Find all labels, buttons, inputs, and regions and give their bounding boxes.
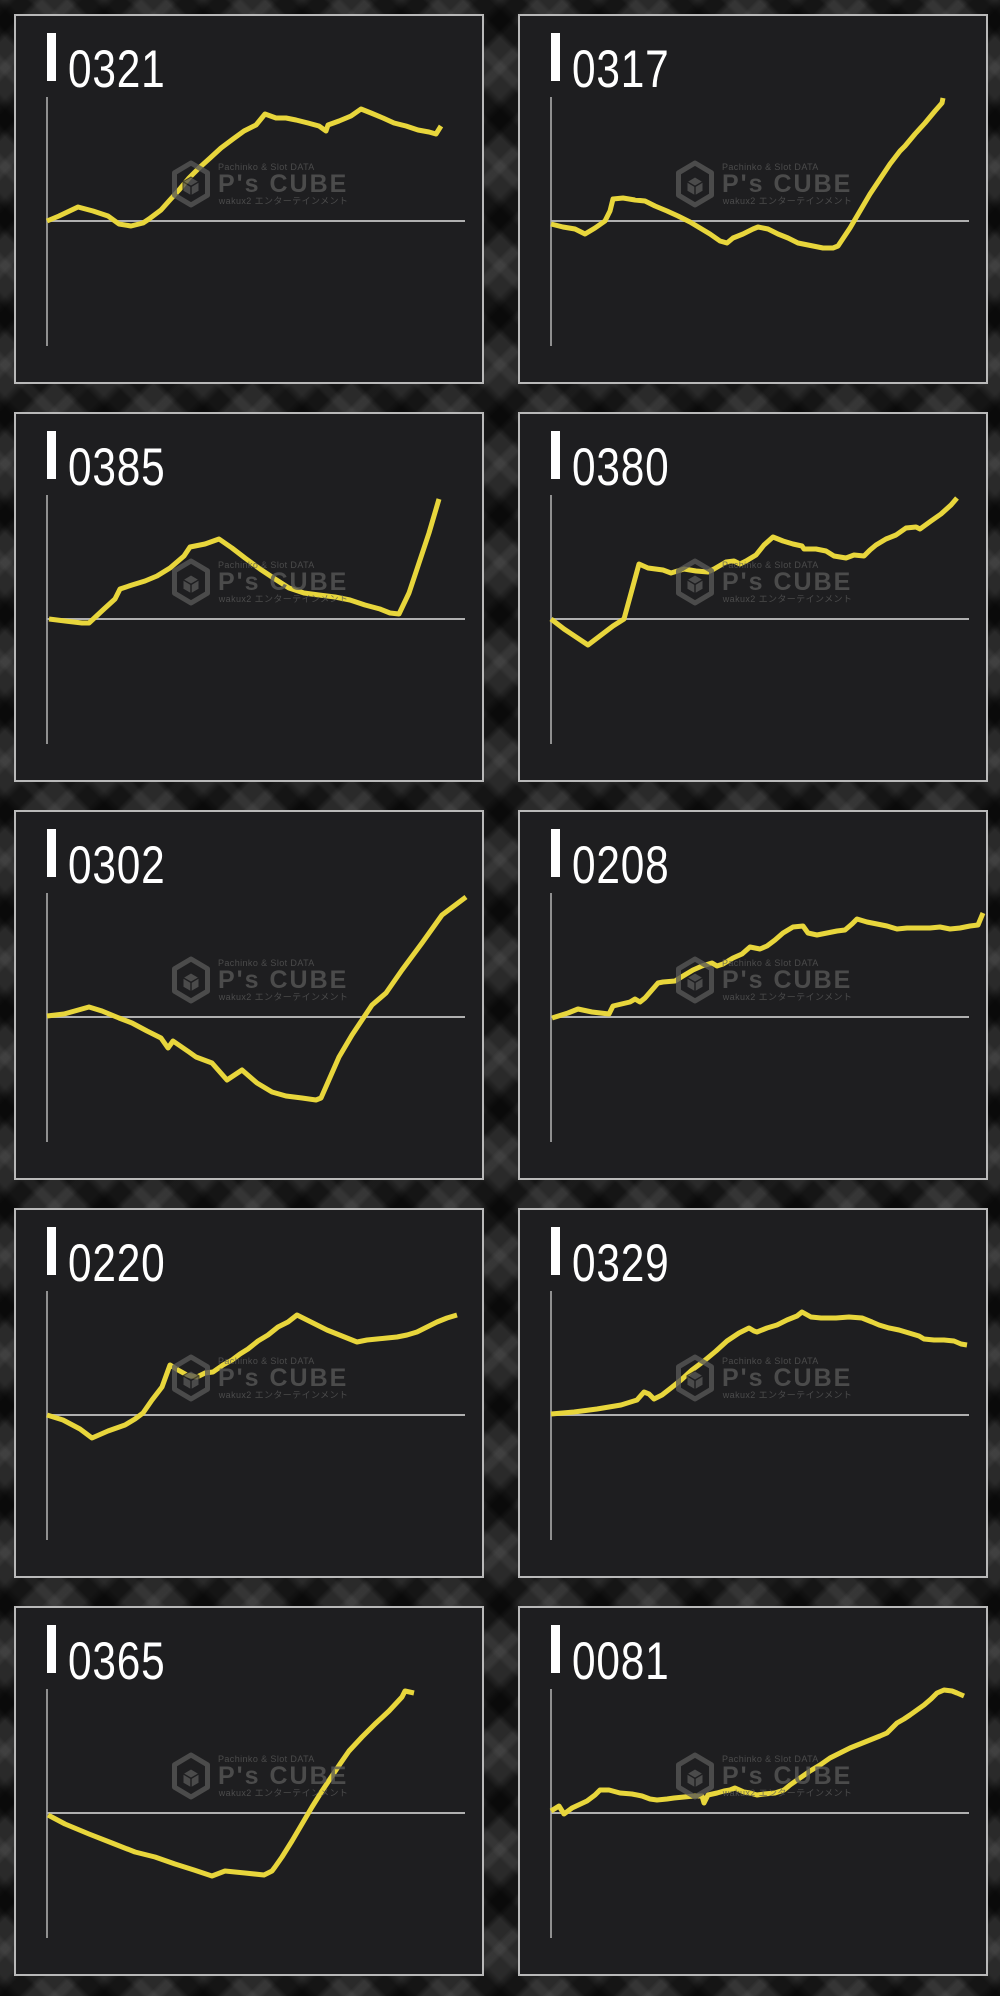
- machine-number: 0329: [572, 1234, 670, 1293]
- slump-line-chart: [549, 495, 969, 744]
- slump-line-chart: [46, 893, 468, 1142]
- slump-series-line: [549, 496, 959, 648]
- slump-series-line: [48, 498, 442, 626]
- machine-number: 0220: [68, 1234, 166, 1293]
- slump-series-line: [549, 1687, 965, 1817]
- machine-title: 0081: [551, 1625, 694, 1688]
- machine-chart-panel[interactable]: Pachinko & Slot DATA P's CUBE wakux2 エンタ…: [518, 810, 988, 1180]
- slump-line-chart: [46, 1291, 465, 1540]
- machine-number: 0385: [68, 438, 166, 497]
- machine-chart-panel[interactable]: Pachinko & Slot DATA P's CUBE wakux2 エンタ…: [14, 1606, 484, 1976]
- slump-line-chart: [550, 97, 969, 346]
- machine-title: 0208: [551, 829, 694, 892]
- machine-chart-panel[interactable]: Pachinko & Slot DATA P's CUBE wakux2 エンタ…: [14, 1208, 484, 1578]
- machine-chart-panel[interactable]: Pachinko & Slot DATA P's CUBE wakux2 エンタ…: [518, 1208, 988, 1578]
- title-bar-accent: [551, 33, 560, 81]
- machine-title: 0329: [551, 1227, 694, 1290]
- machine-number: 0081: [572, 1632, 670, 1691]
- machine-number: 0317: [572, 40, 670, 99]
- slump-line-chart: [549, 1687, 969, 1938]
- machine-title: 0380: [551, 431, 694, 494]
- title-bar-accent: [47, 1625, 56, 1673]
- slump-series-line: [551, 912, 986, 1021]
- machine-title: 0321: [47, 33, 190, 96]
- slump-line-chart: [550, 1291, 969, 1540]
- machine-number: 0208: [572, 836, 670, 895]
- slump-series-line: [550, 97, 946, 251]
- title-bar-accent: [47, 431, 56, 479]
- machine-chart-panel[interactable]: Pachinko & Slot DATA P's CUBE wakux2 エンタ…: [14, 412, 484, 782]
- slump-line-chart: [550, 893, 986, 1142]
- title-bar-accent: [47, 33, 56, 81]
- machine-title: 0317: [551, 33, 694, 96]
- slump-series-line: [550, 1309, 968, 1417]
- machine-number: 0380: [572, 438, 670, 497]
- slump-series-line: [46, 1688, 415, 1879]
- machine-title: 0385: [47, 431, 190, 494]
- machine-chart-panel[interactable]: Pachinko & Slot DATA P's CUBE wakux2 エンタ…: [518, 412, 988, 782]
- machine-chart-panel[interactable]: Pachinko & Slot DATA P's CUBE wakux2 エンタ…: [518, 1606, 988, 1976]
- title-bar-accent: [551, 1227, 560, 1275]
- machine-chart-panel[interactable]: Pachinko & Slot DATA P's CUBE wakux2 エンタ…: [14, 810, 484, 1180]
- machine-title: 0220: [47, 1227, 190, 1290]
- machine-number: 0365: [68, 1632, 166, 1691]
- machine-title: 0302: [47, 829, 190, 892]
- machine-number: 0302: [68, 836, 166, 895]
- machine-chart-panel[interactable]: Pachinko & Slot DATA P's CUBE wakux2 エンタ…: [518, 14, 988, 384]
- title-bar-accent: [551, 829, 560, 877]
- title-bar-accent: [47, 1227, 56, 1275]
- slump-line-chart: [46, 97, 465, 346]
- slump-series-line: [46, 895, 468, 1103]
- slump-series-line: [46, 1312, 458, 1441]
- title-bar-accent: [47, 829, 56, 877]
- slump-line-chart: [46, 495, 465, 744]
- title-bar-accent: [551, 1625, 560, 1673]
- slump-line-chart: [46, 1688, 465, 1938]
- slump-series-line: [46, 106, 444, 229]
- machine-chart-panel[interactable]: Pachinko & Slot DATA P's CUBE wakux2 エンタ…: [14, 14, 484, 384]
- machine-title: 0365: [47, 1625, 190, 1688]
- machine-chart-grid: Pachinko & Slot DATA P's CUBE wakux2 エンタ…: [14, 14, 988, 1976]
- machine-number: 0321: [68, 40, 166, 99]
- title-bar-accent: [551, 431, 560, 479]
